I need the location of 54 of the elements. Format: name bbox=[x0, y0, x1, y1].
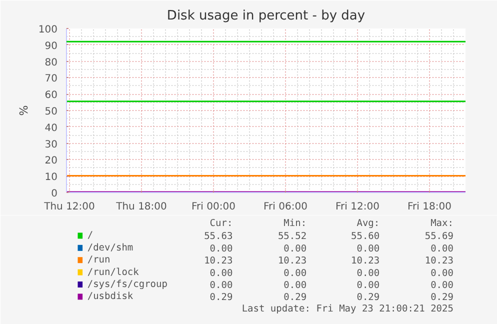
text: 0.00 bbox=[284, 268, 307, 279]
x-tick-label: Fri 00:00 bbox=[192, 202, 236, 212]
text: Max: bbox=[430, 218, 454, 229]
y-tick-label: 80 bbox=[44, 57, 58, 68]
text: 0.29 bbox=[210, 292, 233, 304]
y-tick-label: 10 bbox=[44, 172, 58, 184]
text: 0.29 bbox=[356, 292, 380, 304]
legend-label: /run bbox=[87, 254, 110, 266]
text: Avg: bbox=[356, 218, 380, 229]
y-tick-label: 40 bbox=[44, 122, 58, 134]
text: 0.00 bbox=[210, 280, 233, 291]
text: 0.00 bbox=[356, 280, 380, 291]
y-tick-label: 30 bbox=[44, 139, 58, 150]
x-tick-label: Fri 12:00 bbox=[336, 202, 380, 212]
text: 55.63 bbox=[204, 231, 233, 242]
legend-label: /run/lock bbox=[87, 266, 140, 278]
text: 0.00 bbox=[430, 280, 454, 291]
x-tick-label: Thu 18:00 bbox=[115, 202, 167, 212]
text: 10.23 bbox=[204, 256, 233, 267]
text: 0.00 bbox=[430, 268, 454, 279]
text: 0.29 bbox=[430, 292, 454, 304]
text: 0.00 bbox=[430, 243, 454, 254]
y-tick-label: 90 bbox=[44, 40, 58, 52]
text: 10.23 bbox=[424, 256, 454, 267]
text: 0.00 bbox=[210, 243, 233, 254]
y-tick-label: 70 bbox=[44, 74, 58, 85]
legend-label: /usbdisk bbox=[87, 291, 134, 302]
text: Min: bbox=[284, 218, 307, 229]
y-tick-label: 20 bbox=[44, 156, 58, 167]
text: Last update: Fri May 23 21:00:21 2025 bbox=[242, 303, 454, 314]
text: 55.60 bbox=[351, 231, 380, 242]
legend-label: /sys/fs/cgroup bbox=[87, 279, 168, 290]
y-axis-title: % bbox=[17, 105, 30, 116]
legend-label: / bbox=[87, 230, 94, 242]
text: 0.00 bbox=[284, 280, 307, 291]
chart-title: Disk usage in percent - by day bbox=[166, 8, 366, 24]
text: 10.23 bbox=[278, 256, 307, 267]
text: 0.00 bbox=[356, 268, 380, 279]
x-tick-label: Fri 18:00 bbox=[408, 202, 452, 212]
text: 0.00 bbox=[284, 243, 307, 254]
text: 55.69 bbox=[424, 231, 454, 242]
x-tick-label: Fri 06:00 bbox=[264, 202, 308, 212]
text: 0.00 bbox=[210, 268, 233, 279]
text: 55.52 bbox=[278, 231, 307, 242]
y-tick-label: 100 bbox=[38, 24, 58, 36]
legend-label: /dev/shm bbox=[87, 242, 134, 254]
text: Cur: bbox=[210, 218, 233, 229]
x-tick-label: Thu 12:00 bbox=[43, 202, 95, 212]
text: 0.00 bbox=[356, 243, 380, 254]
y-tick-label: 60 bbox=[44, 90, 58, 102]
y-tick-label: 0 bbox=[51, 188, 58, 200]
text: 10.23 bbox=[351, 256, 380, 267]
y-tick-label: 50 bbox=[44, 106, 58, 118]
text: 0.29 bbox=[284, 292, 307, 304]
